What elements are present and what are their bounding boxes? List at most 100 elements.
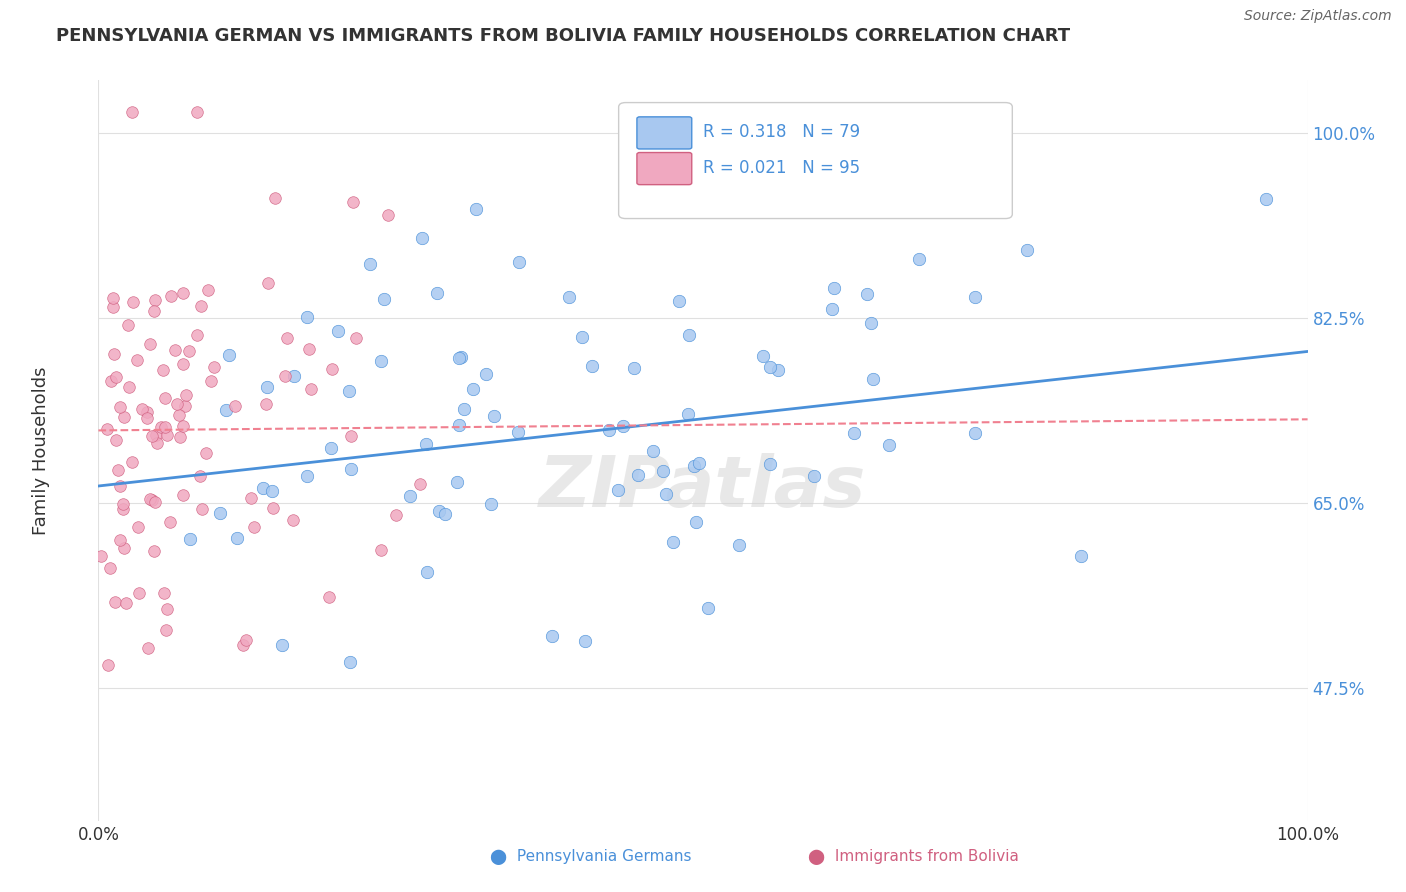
Pennsylvania Germans bbox=[411, 231, 433, 245]
Immigrants from Bolivia bbox=[166, 397, 188, 411]
Pennsylvania Germans bbox=[803, 469, 825, 483]
Pennsylvania Germans bbox=[623, 361, 645, 376]
Pennsylvania Germans bbox=[256, 379, 278, 393]
Immigrants from Bolivia bbox=[143, 293, 166, 307]
Pennsylvania Germans bbox=[260, 483, 283, 498]
Immigrants from Bolivia bbox=[114, 409, 136, 424]
Immigrants from Bolivia bbox=[370, 543, 392, 558]
Pennsylvania Germans bbox=[752, 349, 775, 363]
Pennsylvania Germans bbox=[676, 407, 699, 421]
Immigrants from Bolivia bbox=[200, 374, 222, 388]
Pennsylvania Germans bbox=[862, 372, 884, 386]
Pennsylvania Germans bbox=[1017, 243, 1039, 257]
Immigrants from Bolivia bbox=[385, 508, 408, 523]
Pennsylvania Germans bbox=[661, 535, 683, 549]
Immigrants from Bolivia bbox=[172, 488, 194, 502]
Pennsylvania Germans bbox=[427, 503, 450, 517]
Immigrants from Bolivia bbox=[139, 491, 162, 506]
Pennsylvania Germans bbox=[434, 507, 457, 521]
Immigrants from Bolivia bbox=[197, 283, 219, 297]
Pennsylvania Germans bbox=[627, 467, 650, 482]
Immigrants from Bolivia bbox=[273, 369, 295, 384]
Immigrants from Bolivia bbox=[115, 595, 138, 609]
Immigrants from Bolivia bbox=[121, 455, 143, 469]
Immigrants from Bolivia bbox=[146, 435, 169, 450]
Immigrants from Bolivia bbox=[118, 380, 141, 394]
Pennsylvania Germans bbox=[877, 438, 900, 452]
Pennsylvania Germans bbox=[218, 348, 240, 362]
Immigrants from Bolivia bbox=[108, 401, 131, 415]
Pennsylvania Germans bbox=[581, 359, 603, 373]
Pennsylvania Germans bbox=[685, 515, 707, 529]
Immigrants from Bolivia bbox=[121, 295, 143, 310]
Immigrants from Bolivia bbox=[159, 516, 181, 530]
Pennsylvania Germans bbox=[297, 310, 319, 324]
Pennsylvania Germans bbox=[655, 487, 678, 501]
Immigrants from Bolivia bbox=[136, 411, 159, 425]
Immigrants from Bolivia bbox=[235, 632, 257, 647]
Immigrants from Bolivia bbox=[298, 342, 321, 356]
Text: Source: ZipAtlas.com: Source: ZipAtlas.com bbox=[1244, 9, 1392, 23]
Pennsylvania Germans bbox=[541, 629, 564, 643]
Immigrants from Bolivia bbox=[156, 427, 179, 442]
Immigrants from Bolivia bbox=[141, 428, 163, 442]
Immigrants from Bolivia bbox=[195, 446, 218, 460]
Pennsylvania Germans bbox=[574, 634, 596, 648]
Immigrants from Bolivia bbox=[202, 359, 225, 374]
Pennsylvania Germans bbox=[612, 419, 634, 434]
Pennsylvania Germans bbox=[697, 601, 720, 615]
Immigrants from Bolivia bbox=[143, 544, 166, 558]
Pennsylvania Germans bbox=[215, 403, 238, 417]
Pennsylvania Germans bbox=[373, 293, 395, 307]
Pennsylvania Germans bbox=[370, 354, 392, 368]
Text: R = 0.318   N = 79: R = 0.318 N = 79 bbox=[703, 123, 860, 141]
Pennsylvania Germans bbox=[606, 483, 628, 497]
Pennsylvania Germans bbox=[508, 254, 530, 268]
Immigrants from Bolivia bbox=[342, 195, 364, 210]
Immigrants from Bolivia bbox=[169, 430, 191, 444]
Immigrants from Bolivia bbox=[186, 105, 208, 120]
Pennsylvania Germans bbox=[844, 425, 866, 440]
Immigrants from Bolivia bbox=[107, 463, 129, 477]
Immigrants from Bolivia bbox=[128, 586, 150, 600]
Immigrants from Bolivia bbox=[155, 601, 177, 615]
Immigrants from Bolivia bbox=[97, 657, 120, 672]
Y-axis label: Family Households: Family Households bbox=[32, 367, 51, 534]
Immigrants from Bolivia bbox=[262, 500, 284, 515]
Pennsylvania Germans bbox=[209, 507, 232, 521]
Pennsylvania Germans bbox=[449, 351, 471, 366]
Pennsylvania Germans bbox=[856, 286, 879, 301]
Immigrants from Bolivia bbox=[101, 291, 124, 305]
Pennsylvania Germans bbox=[907, 252, 929, 266]
Pennsylvania Germans bbox=[963, 290, 986, 304]
Pennsylvania Germans bbox=[479, 497, 502, 511]
Immigrants from Bolivia bbox=[127, 352, 149, 367]
Immigrants from Bolivia bbox=[108, 479, 131, 493]
Immigrants from Bolivia bbox=[121, 105, 143, 120]
Pennsylvania Germans bbox=[339, 655, 361, 669]
Text: ZIPatlas: ZIPatlas bbox=[540, 453, 866, 522]
Immigrants from Bolivia bbox=[96, 422, 118, 436]
Immigrants from Bolivia bbox=[136, 404, 159, 418]
Pennsylvania Germans bbox=[415, 565, 437, 579]
Immigrants from Bolivia bbox=[104, 595, 127, 609]
Pennsylvania Germans bbox=[461, 382, 484, 396]
Pennsylvania Germans bbox=[426, 285, 449, 300]
Immigrants from Bolivia bbox=[232, 638, 254, 652]
Pennsylvania Germans bbox=[225, 531, 247, 545]
Text: ⬤  Pennsylvania Germans: ⬤ Pennsylvania Germans bbox=[489, 849, 692, 865]
Pennsylvania Germans bbox=[283, 369, 305, 384]
Immigrants from Bolivia bbox=[167, 408, 190, 422]
Immigrants from Bolivia bbox=[145, 428, 167, 442]
Pennsylvania Germans bbox=[558, 290, 581, 304]
Immigrants from Bolivia bbox=[409, 477, 432, 491]
Immigrants from Bolivia bbox=[138, 640, 160, 655]
Immigrants from Bolivia bbox=[105, 433, 128, 447]
Immigrants from Bolivia bbox=[224, 400, 246, 414]
Pennsylvania Germans bbox=[252, 481, 274, 495]
Immigrants from Bolivia bbox=[155, 419, 177, 434]
Pennsylvania Germans bbox=[179, 532, 201, 546]
Immigrants from Bolivia bbox=[163, 343, 186, 357]
Pennsylvania Germans bbox=[688, 456, 710, 470]
Pennsylvania Germans bbox=[484, 409, 506, 423]
